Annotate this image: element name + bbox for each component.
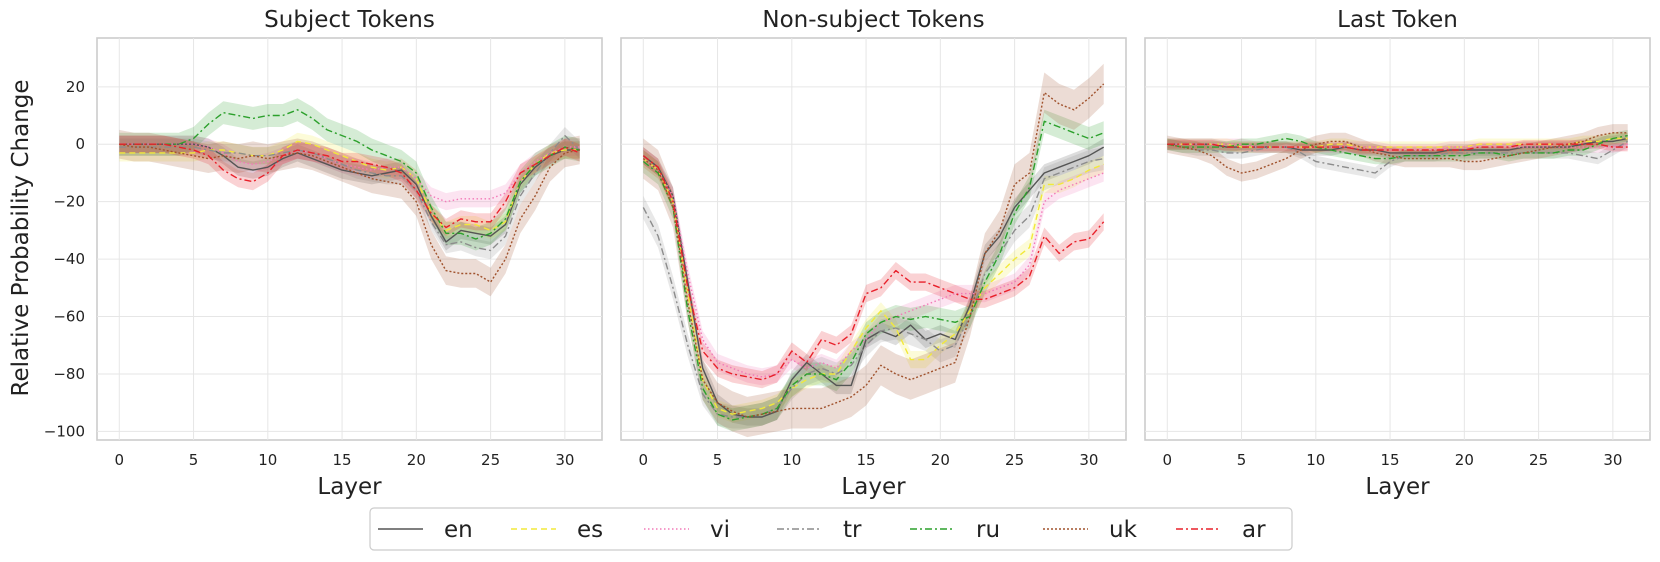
- series-line-uk: [1167, 132, 1628, 174]
- band-es: [1167, 132, 1628, 153]
- x-tick-label: 5: [713, 451, 723, 469]
- y-tick-label: −80: [53, 365, 85, 383]
- x-tick-label: 15: [1381, 451, 1400, 469]
- band-tr: [643, 147, 1104, 429]
- x-tick-label: 0: [639, 451, 649, 469]
- x-tick-label: 0: [115, 451, 125, 469]
- series-line-uk: [119, 143, 580, 283]
- x-axis-label: Layer: [317, 474, 382, 500]
- legend-label-vi: vi: [710, 517, 730, 543]
- series-group: [1167, 124, 1629, 182]
- band-ru: [119, 98, 580, 251]
- series-line-ar: [642, 155, 1105, 381]
- y-axis-label: Relative Probability Change: [8, 79, 34, 396]
- series-line-vi: [119, 143, 580, 203]
- legend-label-en: en: [444, 517, 473, 543]
- series-group: [119, 98, 581, 297]
- x-tick-label: 20: [931, 451, 950, 469]
- series-line-ru: [1167, 134, 1628, 160]
- band-tr: [119, 127, 580, 260]
- plot-area: [1144, 37, 1651, 441]
- series-line-es: [1167, 137, 1628, 148]
- series-line-vi: [642, 158, 1104, 378]
- x-tick-label: 10: [782, 451, 801, 469]
- band-vi: [119, 135, 580, 211]
- series-line-tr: [1167, 140, 1629, 174]
- x-axis-label: Layer: [1365, 474, 1430, 500]
- band-vi: [643, 150, 1104, 386]
- plot-area: [620, 37, 1127, 441]
- y-tick-label: 0: [75, 135, 85, 153]
- legend-label-es: es: [577, 517, 603, 543]
- y-tick-label: −20: [53, 193, 85, 211]
- series-line-ar: [119, 143, 580, 229]
- series-line-es: [119, 140, 580, 232]
- panel-3: Last Token 0 5 10 15 20 25 30 Layer: [1144, 7, 1651, 500]
- series-line-tr: [119, 134, 581, 252]
- x-tick-label: 15: [857, 451, 876, 469]
- x-tick-label: 25: [1005, 451, 1024, 469]
- y-tick-label: −100: [44, 422, 85, 440]
- legend-label-ar: ar: [1242, 517, 1266, 543]
- band-uk: [643, 63, 1104, 438]
- x-tick-label: 25: [1529, 451, 1548, 469]
- x-tick-label: 15: [333, 451, 352, 469]
- series-line-ru: [119, 109, 580, 240]
- band-es: [119, 132, 580, 239]
- x-tick-label: 30: [1603, 451, 1622, 469]
- series-line-ru: [642, 120, 1104, 421]
- panel-title: Last Token: [1337, 7, 1458, 33]
- panel-2: Non-subject Tokens 0 5 10 15 20 25 30 Layer: [620, 7, 1127, 500]
- x-tick-label: 30: [555, 451, 574, 469]
- y-tick-label: −60: [53, 308, 85, 326]
- x-tick-label: 30: [1079, 451, 1098, 469]
- x-tick-label: 20: [1455, 451, 1474, 469]
- x-tick-label: 20: [407, 451, 426, 469]
- legend-label-uk: uk: [1109, 517, 1138, 543]
- band-uk: [119, 129, 580, 297]
- panel-title: Subject Tokens: [264, 7, 435, 33]
- panels: Subject Tokens 0 5 10 15 20 25 30 Layer 20 0 −20 −40…: [44, 7, 1651, 500]
- band-es: [643, 150, 1104, 423]
- x-tick-label: 0: [1163, 451, 1173, 469]
- x-tick-label: 5: [189, 451, 199, 469]
- band-ar: [119, 135, 580, 237]
- x-tick-label: 10: [1306, 451, 1325, 469]
- y-tick-label: 20: [66, 78, 85, 96]
- series-group: [642, 63, 1105, 438]
- x-tick-label: 5: [1237, 451, 1247, 469]
- x-axis-label: Layer: [841, 474, 906, 500]
- x-tick-label: 10: [258, 451, 277, 469]
- series-line-uk: [642, 83, 1105, 418]
- legend: en es vi tr ru uk ar: [369, 507, 1293, 551]
- plot-area: [96, 37, 603, 441]
- legend-label-tr: tr: [843, 517, 862, 543]
- panel-title: Non-subject Tokens: [762, 7, 984, 33]
- series-line-ar: [1167, 143, 1628, 151]
- y-tick-label: −40: [53, 250, 85, 268]
- band-en: [1167, 132, 1628, 159]
- legend-box: [369, 507, 1293, 551]
- x-tick-label: 25: [481, 451, 500, 469]
- panel-1: Subject Tokens 0 5 10 15 20 25 30 Layer 20 0 −20 −40…: [44, 7, 603, 500]
- series-line-es: [642, 158, 1104, 415]
- legend-label-ru: ru: [976, 517, 1000, 543]
